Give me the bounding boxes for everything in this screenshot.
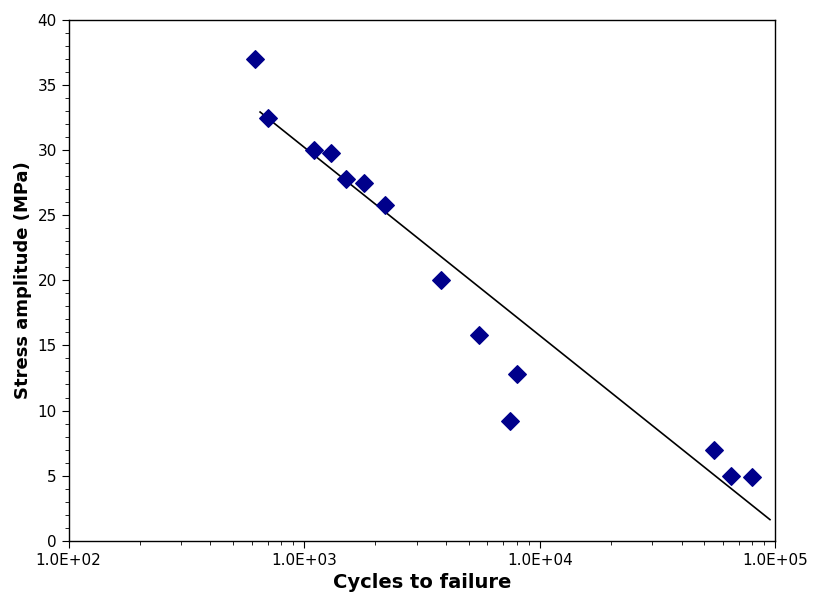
Point [725,471,738,481]
Point [708,445,721,454]
Y-axis label: Stress amplitude (MPa): Stress amplitude (MPa) [14,161,32,399]
Point [307,145,321,155]
Point [472,330,485,340]
Point [378,200,391,210]
Point [510,369,524,379]
Point [358,178,371,187]
Point [434,276,447,285]
Point [325,148,338,158]
X-axis label: Cycles to failure: Cycles to failure [333,573,511,592]
Point [249,54,262,64]
Point [746,472,759,482]
Point [339,174,352,184]
Point [504,416,517,426]
Point [261,113,275,122]
